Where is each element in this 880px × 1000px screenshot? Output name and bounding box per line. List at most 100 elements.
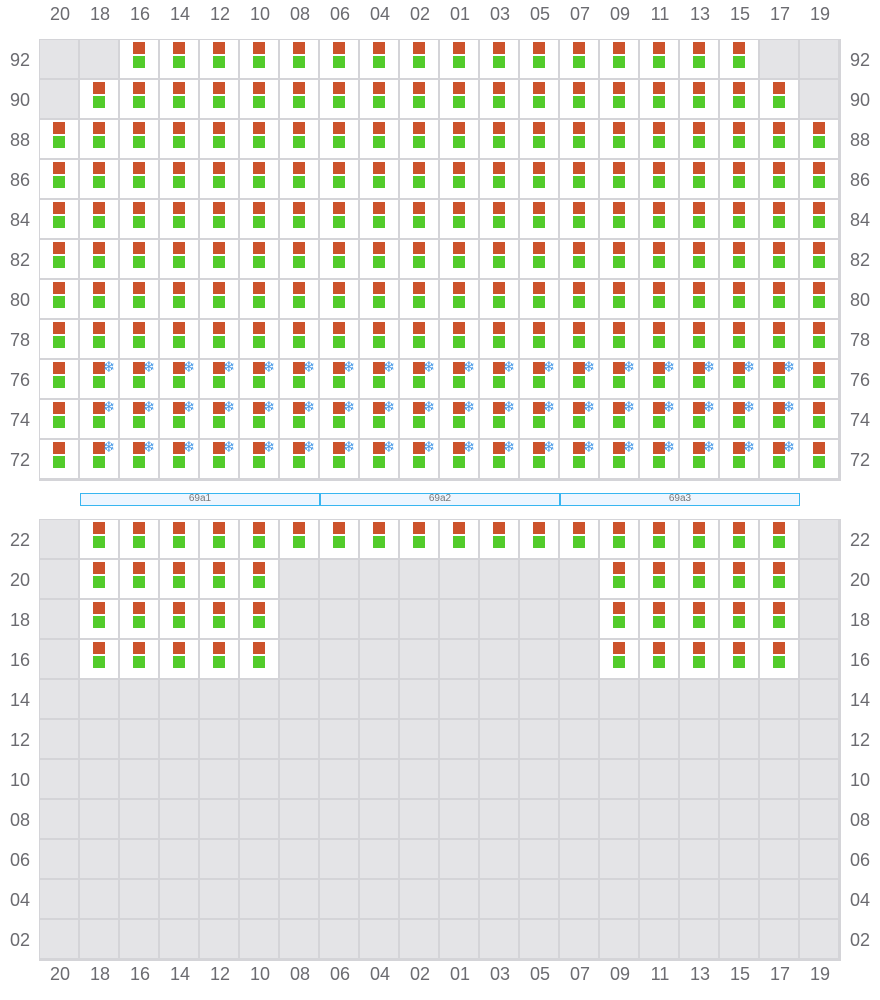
container-slot[interactable]	[640, 280, 678, 318]
container-slot[interactable]	[480, 160, 518, 198]
empty-slot[interactable]	[440, 840, 478, 878]
empty-slot[interactable]	[200, 680, 238, 718]
empty-slot[interactable]	[640, 720, 678, 758]
container-slot[interactable]	[640, 600, 678, 638]
container-slot[interactable]	[200, 160, 238, 198]
empty-slot[interactable]	[400, 800, 438, 838]
container-slot[interactable]	[160, 200, 198, 238]
container-slot[interactable]	[200, 640, 238, 678]
container-slot[interactable]	[440, 240, 478, 278]
container-slot[interactable]	[200, 120, 238, 158]
container-slot[interactable]	[800, 360, 838, 398]
empty-slot[interactable]	[680, 840, 718, 878]
container-slot[interactable]	[280, 200, 318, 238]
empty-slot[interactable]	[680, 680, 718, 718]
container-slot[interactable]	[640, 560, 678, 598]
container-slot[interactable]	[40, 120, 78, 158]
empty-slot[interactable]	[200, 880, 238, 918]
container-slot[interactable]	[800, 280, 838, 318]
container-slot[interactable]	[520, 200, 558, 238]
container-slot[interactable]	[40, 240, 78, 278]
container-slot[interactable]	[600, 240, 638, 278]
empty-slot[interactable]	[160, 920, 198, 958]
empty-slot[interactable]	[600, 800, 638, 838]
container-slot[interactable]	[200, 80, 238, 118]
empty-slot[interactable]	[360, 920, 398, 958]
container-slot[interactable]	[480, 280, 518, 318]
empty-slot[interactable]	[400, 920, 438, 958]
container-slot[interactable]	[200, 200, 238, 238]
empty-slot[interactable]	[120, 920, 158, 958]
container-slot[interactable]	[80, 80, 118, 118]
container-slot[interactable]	[760, 160, 798, 198]
container-slot[interactable]	[720, 80, 758, 118]
empty-slot[interactable]	[480, 720, 518, 758]
reefer-container-slot[interactable]: ❄	[560, 399, 598, 438]
empty-slot[interactable]	[200, 760, 238, 798]
container-slot[interactable]	[600, 560, 638, 598]
empty-slot[interactable]	[600, 920, 638, 958]
empty-slot[interactable]	[560, 760, 598, 798]
container-slot[interactable]	[760, 240, 798, 278]
reefer-container-slot[interactable]: ❄	[280, 359, 318, 398]
empty-slot[interactable]	[280, 600, 318, 638]
hatch-cover[interactable]: 69a1	[80, 493, 320, 506]
container-slot[interactable]	[800, 160, 838, 198]
reefer-container-slot[interactable]: ❄	[320, 399, 358, 438]
reefer-container-slot[interactable]: ❄	[240, 399, 278, 438]
empty-slot[interactable]	[600, 760, 638, 798]
container-slot[interactable]	[280, 160, 318, 198]
container-slot[interactable]	[80, 520, 118, 558]
empty-slot[interactable]	[800, 520, 838, 558]
reefer-container-slot[interactable]: ❄	[360, 439, 398, 478]
container-slot[interactable]	[440, 80, 478, 118]
container-slot[interactable]	[560, 520, 598, 558]
container-slot[interactable]	[80, 120, 118, 158]
container-slot[interactable]	[120, 560, 158, 598]
container-slot[interactable]	[560, 200, 598, 238]
empty-slot[interactable]	[360, 720, 398, 758]
container-slot[interactable]	[320, 280, 358, 318]
reefer-container-slot[interactable]: ❄	[440, 399, 478, 438]
reefer-container-slot[interactable]: ❄	[720, 439, 758, 478]
container-slot[interactable]	[360, 160, 398, 198]
container-slot[interactable]	[560, 240, 598, 278]
empty-slot[interactable]	[720, 840, 758, 878]
empty-slot[interactable]	[560, 920, 598, 958]
container-slot[interactable]	[80, 160, 118, 198]
empty-slot[interactable]	[40, 520, 78, 558]
container-slot[interactable]	[640, 120, 678, 158]
empty-slot[interactable]	[160, 760, 198, 798]
empty-slot[interactable]	[720, 920, 758, 958]
container-slot[interactable]	[480, 40, 518, 78]
container-slot[interactable]	[40, 360, 78, 398]
empty-slot[interactable]	[40, 800, 78, 838]
container-slot[interactable]	[40, 160, 78, 198]
empty-slot[interactable]	[800, 920, 838, 958]
empty-slot[interactable]	[360, 680, 398, 718]
container-slot[interactable]	[320, 520, 358, 558]
container-slot[interactable]	[40, 440, 78, 478]
container-slot[interactable]	[200, 240, 238, 278]
empty-slot[interactable]	[280, 840, 318, 878]
empty-slot[interactable]	[440, 800, 478, 838]
empty-slot[interactable]	[480, 880, 518, 918]
reefer-container-slot[interactable]: ❄	[760, 439, 798, 478]
empty-slot[interactable]	[480, 640, 518, 678]
empty-slot[interactable]	[40, 40, 78, 78]
reefer-container-slot[interactable]: ❄	[200, 359, 238, 398]
empty-slot[interactable]	[360, 760, 398, 798]
container-slot[interactable]	[800, 120, 838, 158]
container-slot[interactable]	[120, 280, 158, 318]
container-slot[interactable]	[480, 240, 518, 278]
reefer-container-slot[interactable]: ❄	[160, 399, 198, 438]
reefer-container-slot[interactable]: ❄	[520, 399, 558, 438]
container-slot[interactable]	[280, 80, 318, 118]
container-slot[interactable]	[80, 200, 118, 238]
container-slot[interactable]	[240, 320, 278, 358]
reefer-container-slot[interactable]: ❄	[400, 399, 438, 438]
reefer-container-slot[interactable]: ❄	[720, 399, 758, 438]
empty-slot[interactable]	[720, 720, 758, 758]
empty-slot[interactable]	[800, 80, 838, 118]
container-slot[interactable]	[320, 160, 358, 198]
